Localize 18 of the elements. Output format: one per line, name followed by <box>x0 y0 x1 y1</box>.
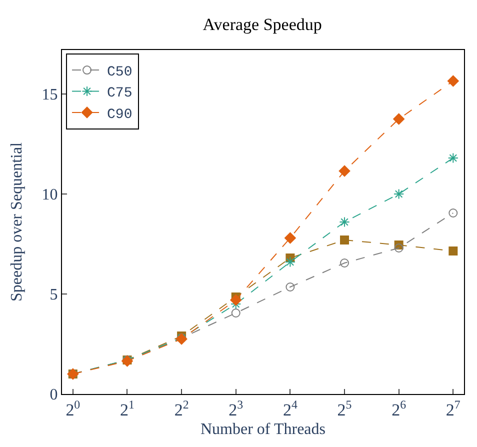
x-tick-label: 2$^{0}$ <box>66 397 80 420</box>
x-tick-label: 2$^{6}$ <box>392 397 406 420</box>
x-axis-title: Number of Threads <box>200 421 326 438</box>
y-tick-label: 5 <box>50 286 58 304</box>
legend-label: C50 <box>107 64 132 80</box>
y-tick-label: 10 <box>42 186 58 204</box>
y-tick-label: 0 <box>50 386 58 404</box>
x-tick-label: 2$^{7}$ <box>446 397 460 420</box>
chart-title: Average Speedup <box>202 14 322 34</box>
y-tick-label: 15 <box>42 86 58 104</box>
x-tick-label: 2$^{2}$ <box>174 397 189 420</box>
y-axis-title: Speedup over Sequential <box>8 142 26 302</box>
x-tick-label: 2$^{4}$ <box>282 397 298 420</box>
legend-label: C90 <box>107 106 132 123</box>
x-tick-label: 2$^{3}$ <box>228 397 244 420</box>
x-tick-label: 2$^{5}$ <box>337 397 352 420</box>
x-tick-label: 2$^{1}$ <box>120 397 135 420</box>
legend-label: C75 <box>107 86 132 102</box>
